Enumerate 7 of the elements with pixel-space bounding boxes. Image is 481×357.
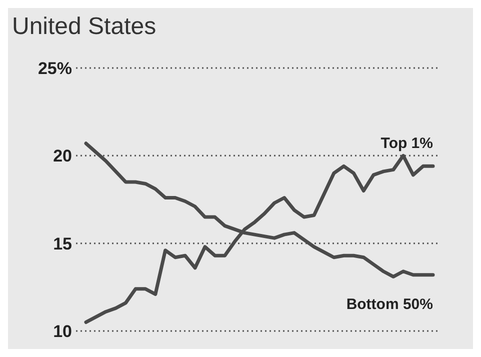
series-label: Bottom 50% bbox=[346, 296, 433, 313]
series-label: Top 1% bbox=[380, 135, 433, 152]
y-tick-label: 25% bbox=[38, 59, 72, 78]
chart-title: United States bbox=[12, 13, 156, 40]
y-tick-label: 15 bbox=[53, 234, 72, 254]
y-tick-label: 20 bbox=[53, 146, 72, 166]
y-tick-label: 10 bbox=[53, 322, 72, 341]
